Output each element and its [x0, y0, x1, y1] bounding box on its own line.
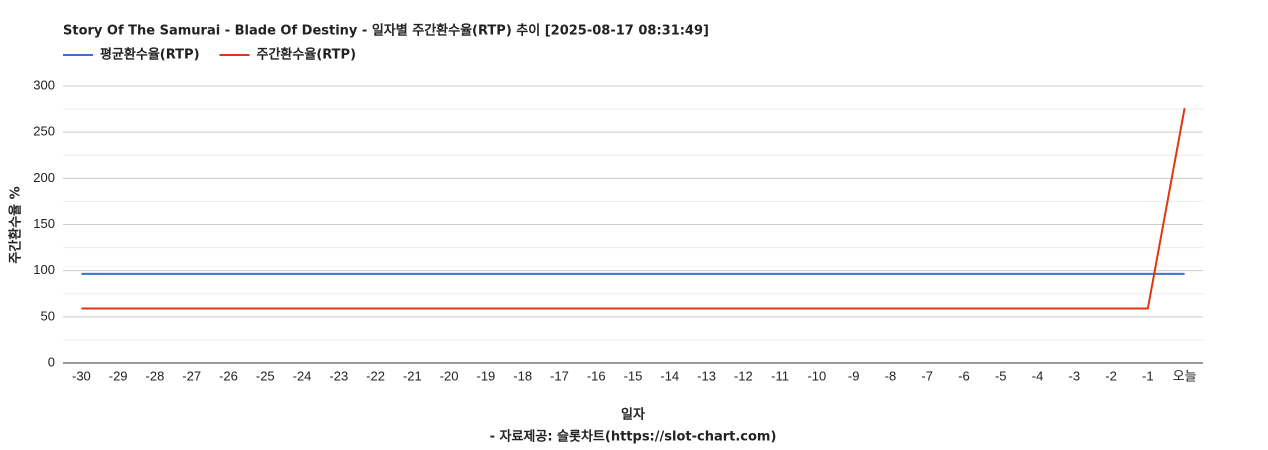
x-tick-label: -30 — [72, 368, 91, 383]
x-tick-label: -16 — [587, 368, 606, 383]
x-tick-label: -24 — [293, 368, 312, 383]
x-tick-label: -8 — [885, 368, 897, 383]
legend-label: 평균환수율(RTP) — [100, 47, 200, 63]
x-tick-label: -5 — [995, 368, 1007, 383]
y-tick-label: 100 — [33, 262, 55, 277]
series-line — [81, 107, 1186, 310]
source-note: - 자료제공: 슬롯차트(https://slot-chart.com) — [490, 429, 777, 445]
y-tick-label: 150 — [33, 216, 55, 231]
x-tick-label: -19 — [477, 368, 496, 383]
x-tick-label: -2 — [1105, 368, 1117, 383]
x-tick-label: -14 — [660, 368, 679, 383]
x-tick-label: -28 — [146, 368, 165, 383]
x-tick-label: -10 — [807, 368, 826, 383]
x-tick-label: -17 — [550, 368, 569, 383]
x-tick-label: -7 — [921, 368, 933, 383]
x-tick-label: -6 — [958, 368, 970, 383]
x-tick-label: -18 — [513, 368, 532, 383]
x-tick-label: -13 — [697, 368, 716, 383]
x-tick-label: -12 — [734, 368, 753, 383]
x-tick-label: -29 — [109, 368, 128, 383]
x-tick-label: 오늘 — [1173, 368, 1197, 383]
x-tick-label: -4 — [1032, 368, 1044, 383]
y-tick-label: 250 — [33, 124, 55, 139]
x-tick-label: -23 — [329, 368, 348, 383]
y-tick-label: 300 — [33, 77, 55, 92]
x-tick-label: -15 — [624, 368, 643, 383]
x-tick-label: -11 — [771, 368, 789, 383]
x-tick-label: -22 — [366, 368, 385, 383]
y-tick-label: 0 — [48, 354, 55, 369]
y-axis-label: 주간환수율 % — [8, 186, 24, 263]
x-tick-label: -20 — [440, 368, 459, 383]
y-tick-label: 200 — [33, 170, 55, 185]
x-tick-label: -25 — [256, 368, 275, 383]
chart-title: Story Of The Samurai - Blade Of Destiny … — [63, 23, 709, 39]
y-tick-label: 50 — [41, 308, 55, 323]
x-tick-label: -9 — [848, 368, 860, 383]
x-tick-label: -26 — [219, 368, 238, 383]
x-tick-label: -27 — [182, 368, 201, 383]
x-tick-label: -1 — [1142, 368, 1154, 383]
x-tick-label: -21 — [403, 368, 422, 383]
legend-label: 주간환수율(RTP) — [257, 47, 357, 63]
x-axis-label: 일자 — [621, 408, 645, 423]
x-tick-label: -3 — [1069, 368, 1081, 383]
